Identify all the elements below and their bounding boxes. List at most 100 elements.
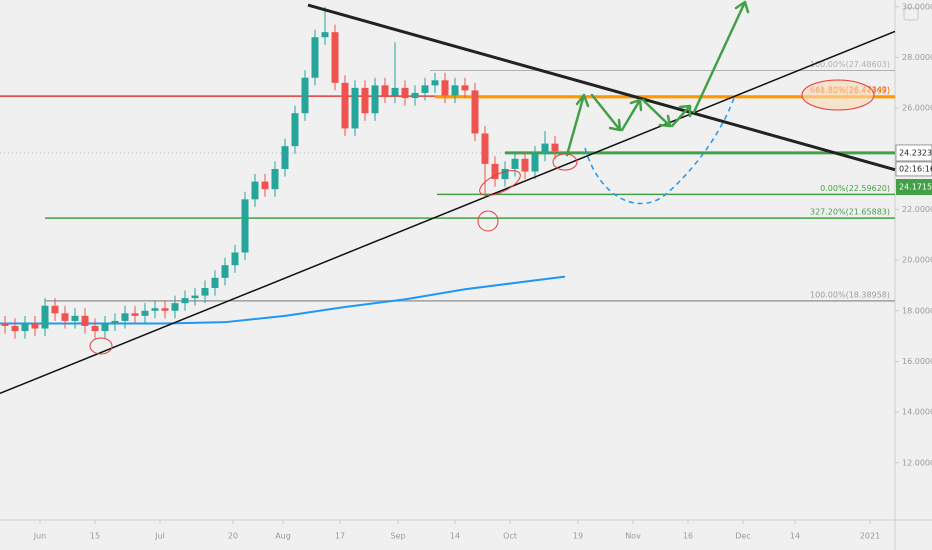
candle-body <box>211 277 219 288</box>
x-tick-label: 19 <box>573 532 583 541</box>
candle-body <box>61 313 69 321</box>
highlight-ellipse <box>89 337 113 355</box>
bid-badge <box>896 179 932 195</box>
candle-body <box>361 87 369 114</box>
candle-body <box>201 287 209 296</box>
highlight-ellipse <box>477 210 499 232</box>
trendline <box>0 30 896 395</box>
bid-label: 24.17158 <box>899 183 932 192</box>
candle-body <box>1 323 9 326</box>
candle-body <box>341 82 349 129</box>
x-tick-label: 17 <box>335 532 345 541</box>
level-label: 100.00%(27.48603) <box>810 60 890 69</box>
candle-body <box>51 305 59 314</box>
arrow <box>670 104 692 128</box>
highlight-ellipse <box>479 170 521 196</box>
candle-body <box>241 199 249 253</box>
y-tick-label: 16.00000 <box>902 357 932 366</box>
candle-body <box>71 315 79 321</box>
candle-body <box>171 303 179 311</box>
y-tick-label: 22.00000 <box>902 205 932 214</box>
y-tick-label: 30.00000 <box>902 2 932 11</box>
x-tick-label: Sep <box>390 532 405 541</box>
candle-body <box>261 181 269 190</box>
candle-body <box>451 85 459 96</box>
x-tick-label: 2021 <box>860 532 880 541</box>
candle-body <box>221 265 229 278</box>
candle-body <box>471 90 479 134</box>
candle-body <box>431 80 439 86</box>
arrow <box>565 93 590 157</box>
candle-body <box>131 313 139 316</box>
candle-body <box>461 85 469 91</box>
x-tick-label: Jul <box>154 532 165 541</box>
x-tick-label: Nov <box>625 532 641 541</box>
moving-average <box>0 275 566 325</box>
candle-body <box>111 320 119 324</box>
candle-body <box>301 77 309 114</box>
candle-body <box>401 87 409 99</box>
candle-body <box>331 32 339 83</box>
candle-body <box>511 158 519 169</box>
target-ellipse <box>801 79 875 111</box>
y-tick-label: 20.00000 <box>902 256 932 265</box>
candle-body <box>271 168 279 190</box>
last-price-label: 24.23233 <box>899 148 932 157</box>
candle-body <box>151 308 159 311</box>
candle-body <box>321 32 329 38</box>
x-tick-label: Aug <box>275 532 291 541</box>
x-tick-label: 15 <box>90 532 100 541</box>
candle-body <box>421 85 429 93</box>
arrow <box>590 93 622 132</box>
x-tick-label: Dec <box>735 532 750 541</box>
x-tick-label: 20 <box>228 532 238 541</box>
y-tick-label: 14.00000 <box>902 408 932 417</box>
candle-body <box>311 37 319 78</box>
candle-body <box>291 113 299 147</box>
candle-body <box>491 163 499 180</box>
y-tick-label: 12.00000 <box>902 458 932 467</box>
candle-body <box>521 158 529 172</box>
candle-body <box>351 87 359 129</box>
arrow <box>620 98 643 132</box>
y-tick-label: 18.00000 <box>902 306 932 315</box>
candle-body <box>181 298 189 304</box>
trendline <box>307 3 896 172</box>
candle-body <box>371 85 379 114</box>
candle-body <box>11 325 19 332</box>
candle-body <box>541 143 549 154</box>
countdown-badge <box>895 161 932 177</box>
candle-body <box>481 133 489 164</box>
x-tick-label: 16 <box>683 532 693 541</box>
arrow <box>641 98 672 128</box>
projection-curve <box>584 94 736 205</box>
candle-body <box>81 315 89 326</box>
candle-body <box>121 313 129 321</box>
candle-body <box>231 252 239 266</box>
last-price-badge <box>895 144 932 162</box>
candle-body <box>101 323 109 332</box>
candle-body <box>91 325 99 332</box>
axis-icon[interactable] <box>903 7 919 21</box>
candle-body <box>41 305 49 329</box>
candle-body <box>391 87 399 96</box>
candle-body <box>441 80 449 96</box>
candle-body <box>381 85 389 96</box>
y-tick-label: 26.00000 <box>902 104 932 113</box>
highlight-ellipse <box>552 153 578 171</box>
projection-arrows <box>565 0 750 157</box>
x-tick-label: 14 <box>790 532 800 541</box>
x-tick-label: 14 <box>450 532 460 541</box>
candle-body <box>501 168 509 180</box>
countdown-label: 02:16:16 <box>899 164 932 173</box>
arrow <box>692 0 750 114</box>
candle-body <box>191 295 199 299</box>
candle-body <box>281 146 289 169</box>
level-label: 327.20%(21.65883) <box>810 208 890 217</box>
candle-body <box>21 323 29 332</box>
level-label: 0.00%(22.59620) <box>820 184 890 193</box>
drawings <box>89 0 875 355</box>
x-tick-label: Jun <box>33 532 47 541</box>
